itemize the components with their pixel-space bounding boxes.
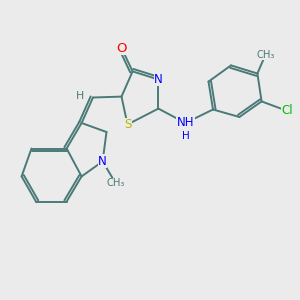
Text: H: H	[182, 130, 189, 141]
Text: N: N	[98, 155, 107, 168]
Text: N: N	[154, 73, 163, 86]
Text: H: H	[76, 91, 85, 101]
Text: CH₃: CH₃	[106, 178, 125, 188]
Text: S: S	[124, 118, 131, 131]
Text: O: O	[116, 41, 127, 55]
Text: Cl: Cl	[282, 104, 293, 118]
Text: NH: NH	[177, 116, 194, 130]
Text: CH₃: CH₃	[256, 50, 275, 60]
